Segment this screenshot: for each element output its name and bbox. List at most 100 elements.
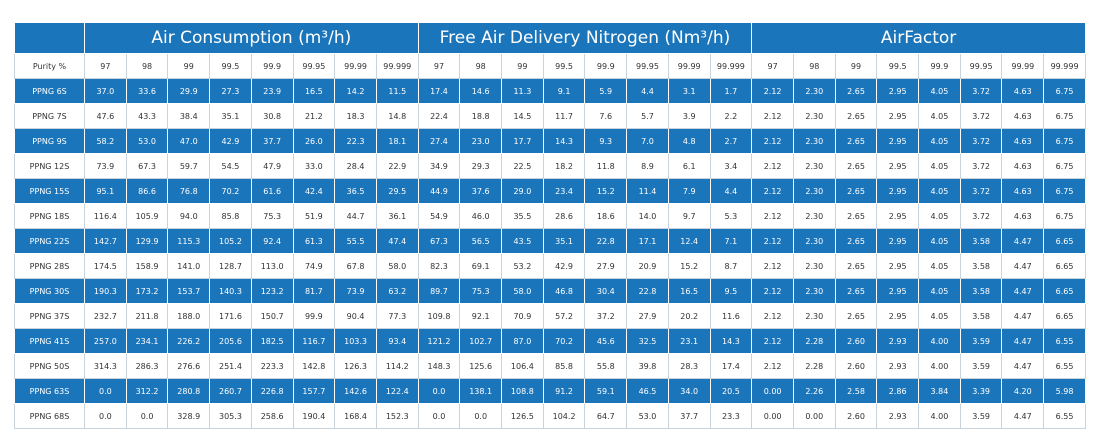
cell: 4.63 xyxy=(1001,78,1045,104)
cell: 85.8 xyxy=(209,203,252,229)
cell: 61.6 xyxy=(250,178,294,204)
cell: 157.7 xyxy=(292,378,336,404)
cell: 53.0 xyxy=(125,128,169,154)
cell: 89.7 xyxy=(417,278,461,304)
row-label: PPNG 28S xyxy=(14,253,85,279)
cell: 2.12 xyxy=(751,228,794,254)
cell: 2.60 xyxy=(834,403,878,429)
cell: 23.3 xyxy=(709,403,753,429)
cell: 6.55 xyxy=(1043,403,1086,429)
cell: 59.1 xyxy=(584,378,628,404)
cell: 58.0 xyxy=(375,253,419,279)
cell: 4.00 xyxy=(918,403,961,429)
cell: 23.4 xyxy=(542,178,586,204)
cell: 14.5 xyxy=(501,103,544,129)
cell: 171.6 xyxy=(209,303,252,329)
cell: 190.3 xyxy=(84,278,127,304)
cell: 6.55 xyxy=(1043,328,1086,354)
cell: 2.30 xyxy=(792,278,836,304)
cell: 12.4 xyxy=(667,228,711,254)
cell: 11.3 xyxy=(501,78,544,104)
cell: 75.3 xyxy=(250,203,294,229)
cell: 54.9 xyxy=(417,203,461,229)
cell: 30.4 xyxy=(584,278,628,304)
cell: 46.8 xyxy=(542,278,586,304)
cell: 174.5 xyxy=(84,253,127,279)
cell: 75.3 xyxy=(459,278,503,304)
cell: 2.95 xyxy=(876,303,920,329)
cell: 18.3 xyxy=(334,103,377,129)
cell: 29.9 xyxy=(167,78,211,104)
cell: 2.95 xyxy=(876,253,920,279)
cell: 2.95 xyxy=(876,228,920,254)
cell: 99.99 xyxy=(1001,53,1045,79)
cell: 47.6 xyxy=(84,103,127,129)
cell: 2.95 xyxy=(876,278,920,304)
cell: 2.30 xyxy=(792,253,836,279)
cell: 43.5 xyxy=(501,228,544,254)
cell: 2.95 xyxy=(876,128,920,154)
row-label: PPNG 50S xyxy=(14,353,85,379)
cell: 42.9 xyxy=(542,253,586,279)
cell: 23.1 xyxy=(667,328,711,354)
cell: 51.9 xyxy=(292,203,336,229)
cell: 11.6 xyxy=(709,303,753,329)
cell: 14.3 xyxy=(542,128,586,154)
cell: 109.8 xyxy=(417,303,461,329)
cell: 6.55 xyxy=(1043,353,1086,379)
cell: 82.3 xyxy=(417,253,461,279)
cell: 11.7 xyxy=(542,103,586,129)
cell: 35.1 xyxy=(542,228,586,254)
cell: 232.7 xyxy=(84,303,127,329)
cell: 4.47 xyxy=(1001,228,1045,254)
cell: 103.3 xyxy=(334,328,377,354)
cell: 188.0 xyxy=(167,303,211,329)
cell: 6.75 xyxy=(1043,128,1086,154)
cell: 20.2 xyxy=(667,303,711,329)
cell: 21.2 xyxy=(292,103,336,129)
cell: 2.7 xyxy=(709,128,753,154)
cell: 2.30 xyxy=(792,78,836,104)
cell: 90.4 xyxy=(334,303,377,329)
cell: 2.30 xyxy=(792,153,836,179)
cell: 57.2 xyxy=(542,303,586,329)
cell: 11.4 xyxy=(626,178,669,204)
cell: 28.3 xyxy=(667,353,711,379)
cell: 2.12 xyxy=(751,353,794,379)
cell: 141.0 xyxy=(167,253,211,279)
cell: 5.3 xyxy=(709,203,753,229)
cell: 27.4 xyxy=(417,128,461,154)
cell: 14.0 xyxy=(626,203,669,229)
cell: 56.5 xyxy=(459,228,503,254)
cell: 3.58 xyxy=(959,303,1003,329)
cell: 6.65 xyxy=(1043,228,1086,254)
cell: 104.2 xyxy=(542,403,586,429)
cell: 58.2 xyxy=(84,128,127,154)
cell: 2.95 xyxy=(876,153,920,179)
cell: 257.0 xyxy=(84,328,127,354)
cell: 26.0 xyxy=(292,128,336,154)
cell: 77.3 xyxy=(375,303,419,329)
cell: 4.00 xyxy=(918,328,961,354)
cell: 4.47 xyxy=(1001,303,1045,329)
cell: 0.00 xyxy=(751,403,794,429)
cell: 2.65 xyxy=(834,278,878,304)
cell: 11.8 xyxy=(584,153,628,179)
cell: 9.1 xyxy=(542,78,586,104)
cell: 33.0 xyxy=(292,153,336,179)
cell: 94.0 xyxy=(167,203,211,229)
cell: 22.8 xyxy=(626,278,669,304)
data-row: PPNG 30S 190.3 173.2 153.7 140.3 123.2 81.7 73.… xyxy=(14,278,1086,304)
cell: 2.30 xyxy=(792,103,836,129)
cell: 105.9 xyxy=(125,203,169,229)
cell: 3.72 xyxy=(959,203,1003,229)
cell: 2.30 xyxy=(792,228,836,254)
cell: 2.12 xyxy=(751,178,794,204)
cell: 22.5 xyxy=(501,153,544,179)
cell: 6.1 xyxy=(667,153,711,179)
cell: 4.05 xyxy=(918,203,961,229)
cell: 46.0 xyxy=(459,203,503,229)
cell: 99 xyxy=(834,53,878,79)
data-row: PPNG 7S 47.6 43.3 38.4 35.1 30.8 21.2 18.3 14.8 2… xyxy=(14,103,1086,129)
cell: 2.12 xyxy=(751,128,794,154)
